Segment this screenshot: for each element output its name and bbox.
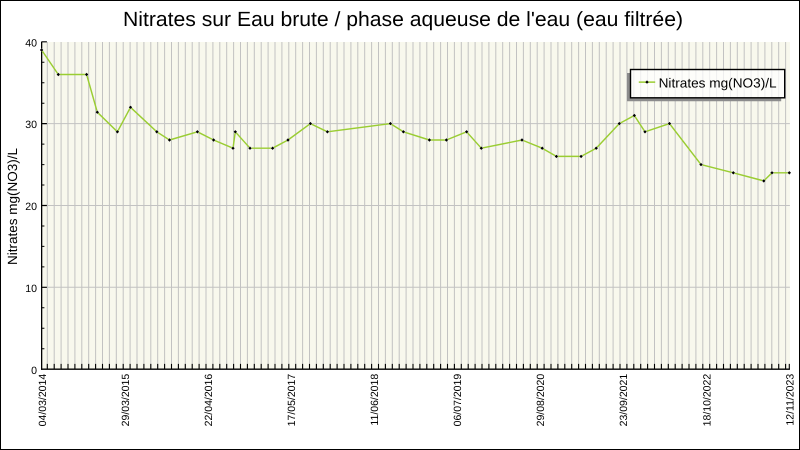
svg-text:0: 0 [31,365,37,377]
svg-text:29/03/2015: 29/03/2015 [120,374,132,427]
svg-text:29/08/2020: 29/08/2020 [535,374,547,427]
svg-text:17/05/2017: 17/05/2017 [286,374,298,427]
svg-text:06/07/2019: 06/07/2019 [452,374,464,427]
svg-text:18/10/2022: 18/10/2022 [701,374,713,427]
svg-text:40: 40 [25,37,37,49]
svg-text:Nitrates mg(NO3)/L: Nitrates mg(NO3)/L [659,76,777,91]
svg-text:11/06/2018: 11/06/2018 [369,374,381,426]
svg-text:22/04/2016: 22/04/2016 [203,374,215,427]
svg-text:Nitrates sur Eau brute / phase: Nitrates sur Eau brute / phase aqueuse d… [123,8,683,31]
svg-text:04/03/2014: 04/03/2014 [37,374,49,427]
svg-text:10: 10 [25,283,37,295]
svg-text:23/09/2021: 23/09/2021 [618,374,630,427]
svg-text:30: 30 [25,119,37,131]
svg-text:20: 20 [25,201,37,213]
svg-text:12/11/2023: 12/11/2023 [784,374,796,426]
svg-text:Nitrates mg(NO3)/L: Nitrates mg(NO3)/L [5,148,20,265]
